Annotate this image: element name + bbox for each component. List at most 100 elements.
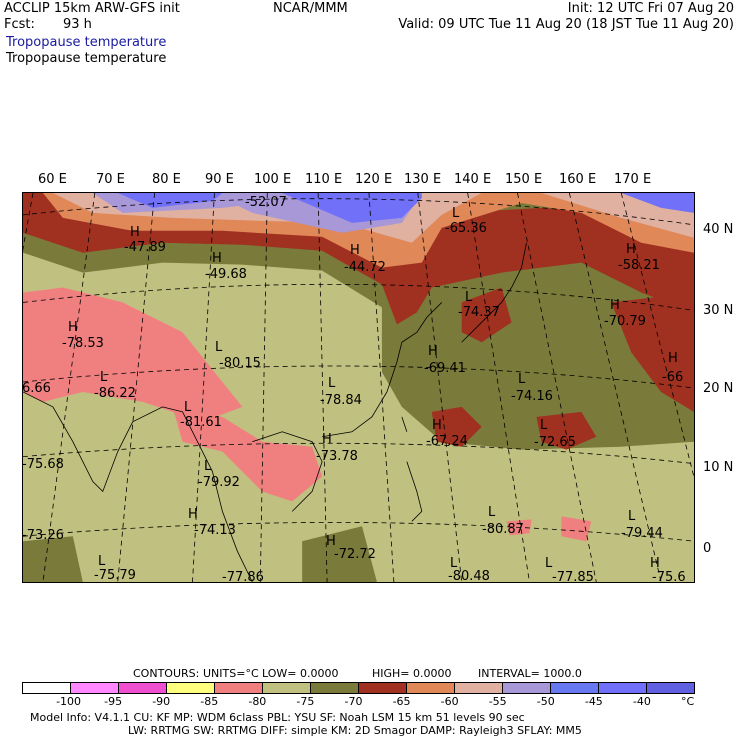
lon-label: 100 E <box>254 172 292 187</box>
coastline-china <box>322 302 443 438</box>
scale-swatch <box>551 683 599 693</box>
scale-swatch <box>71 683 119 693</box>
graticule-lat-0 <box>23 522 694 542</box>
band-blue-ne <box>621 193 694 213</box>
coastline-indochina <box>252 431 323 512</box>
scale-tick-label: -40 <box>632 695 651 708</box>
center-value: -78.84 <box>320 393 362 408</box>
center-type: H <box>212 251 222 266</box>
center-type: L <box>540 418 548 433</box>
color-scale-bar <box>22 682 695 694</box>
init-time: Init: 12 UTC Fri 07 Aug 20 <box>567 1 734 16</box>
center-type: L <box>98 554 106 569</box>
lon-label: 130 E <box>404 172 442 187</box>
field-title-contour: Tropopause temperature <box>6 51 167 66</box>
scale-swatch <box>647 683 694 693</box>
center-value: -75.6 <box>652 570 686 585</box>
scale-tick-label: -100 <box>56 695 82 708</box>
tropopause-temperature-map <box>22 192 695 583</box>
model-info-line2: LW: RRTMG SW: RRTMG DIFF: simple KM: 2D … <box>128 724 582 737</box>
center-value: -77.86 <box>222 570 264 585</box>
scale-tick-label: -70 <box>344 695 363 708</box>
center-value: -78.53 <box>62 336 104 351</box>
lon-label: 90 E <box>205 172 234 187</box>
center-type: L <box>204 459 212 474</box>
center-value: -66 <box>662 370 684 385</box>
field-title-shaded: Tropopause temperature <box>6 35 167 50</box>
scale-tick-label: -65 <box>392 695 411 708</box>
graticule-lon-90 <box>192 193 215 582</box>
center-type: L <box>518 372 526 387</box>
center-value: -47.89 <box>124 240 166 255</box>
graticule-lat-20 <box>23 365 694 389</box>
center-type: H <box>188 507 198 522</box>
scale-swatch <box>167 683 215 693</box>
coastline-japan <box>461 242 527 343</box>
center-type: H <box>650 556 660 571</box>
patch-red-japan <box>461 287 512 343</box>
graticule-lon-80 <box>117 193 156 582</box>
center-value: -44.72 <box>344 260 386 275</box>
center-value: -79.92 <box>198 475 240 490</box>
scale-tick-label: -90 <box>152 695 171 708</box>
band-blue-2 <box>117 193 223 208</box>
center-type: H <box>130 225 140 240</box>
coastlines <box>23 242 527 582</box>
center-type: H <box>322 432 332 447</box>
scale-swatch <box>455 683 503 693</box>
contours-interval: INTERVAL= 1000.0 <box>478 667 582 680</box>
scale-swatch <box>599 683 647 693</box>
scale-tick-label: -50 <box>536 695 555 708</box>
scale-swatch <box>503 683 551 693</box>
valid-time: Valid: 09 UTC Tue 11 Aug 20 (18 JST Tue … <box>398 17 734 32</box>
scale-swatch <box>23 683 71 693</box>
coastline-taiwan <box>401 416 408 432</box>
scale-tick-label: -60 <box>440 695 459 708</box>
graticule <box>23 193 694 582</box>
graticule-lon-160 <box>568 193 662 582</box>
lon-label: 160 E <box>559 172 597 187</box>
graticule-lon-70 <box>42 193 96 582</box>
patch-dark-olive-sw <box>23 536 83 582</box>
coastline-asia <box>23 391 253 582</box>
lon-label: 110 E <box>305 172 343 187</box>
model-title: ACCLIP 15km ARW-GFS init <box>4 1 180 16</box>
center-type: L <box>328 376 336 391</box>
contours-high: HIGH= 0.0000 <box>372 667 452 680</box>
scale-swatch <box>311 683 359 693</box>
coastline-philippines <box>406 461 423 522</box>
center-value: -67.24 <box>426 434 468 449</box>
center-value: -81.61 <box>180 415 222 430</box>
center-value: -58.21 <box>618 258 660 273</box>
center-name: NCAR/MMM <box>273 1 348 16</box>
scale-swatch <box>119 683 167 693</box>
lon-label: 140 E <box>454 172 492 187</box>
scale-tick-label: -55 <box>488 695 507 708</box>
center-type: L <box>450 556 458 571</box>
center-value: -79.44 <box>621 526 663 541</box>
band-blue <box>282 193 422 223</box>
center-value: -72.65 <box>534 435 576 450</box>
graticule-lon-130 <box>417 193 463 582</box>
lat-label: 40 N <box>703 222 734 237</box>
scale-tick-label: -85 <box>200 695 219 708</box>
scale-swatch <box>215 683 263 693</box>
lon-label: 80 E <box>152 172 181 187</box>
patch-dark-olive-s <box>302 526 377 582</box>
graticule-lat-40 <box>23 198 694 226</box>
forecast-hour: 93 h <box>63 17 92 32</box>
lat-label: 10 N <box>703 460 734 475</box>
center-type: H <box>668 351 678 366</box>
scale-tick-label: -75 <box>296 695 315 708</box>
center-type: L <box>100 370 108 385</box>
center-value: -74.16 <box>511 389 553 404</box>
band-brick-red-east <box>611 292 694 412</box>
lon-label: 60 E <box>38 172 67 187</box>
center-value: -74.37 <box>458 305 500 320</box>
center-value: -80.87 <box>482 522 524 537</box>
scale-swatch <box>359 683 407 693</box>
contours-low: LOW= 0.0000 <box>262 667 339 680</box>
center-type: L <box>452 206 460 221</box>
center-type: H <box>610 298 620 313</box>
center-type: H <box>428 344 438 359</box>
